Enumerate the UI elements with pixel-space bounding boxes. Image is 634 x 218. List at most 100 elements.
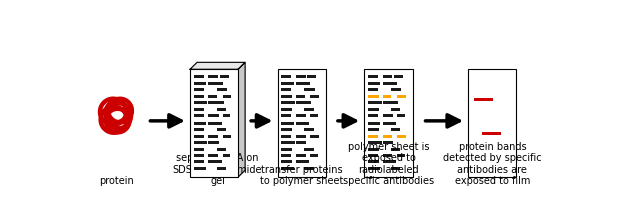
Bar (383, 101, 398, 104)
Bar (194, 75, 204, 78)
Bar (307, 75, 316, 78)
Bar (391, 88, 401, 91)
Bar (194, 122, 206, 125)
Bar (223, 154, 230, 157)
Bar (194, 114, 204, 117)
Bar (216, 148, 226, 151)
Bar (281, 122, 294, 125)
Bar (209, 122, 222, 125)
Bar (281, 135, 291, 138)
Bar (209, 160, 222, 164)
Bar (296, 154, 306, 157)
Bar (281, 148, 292, 151)
Bar (368, 82, 380, 85)
Bar (296, 101, 311, 104)
Bar (368, 95, 379, 98)
Bar (209, 114, 219, 117)
Bar (194, 141, 207, 144)
Bar (281, 82, 294, 85)
Bar (383, 122, 396, 125)
Bar (383, 135, 392, 138)
Bar (394, 75, 403, 78)
Bar (368, 160, 379, 164)
Bar (194, 167, 206, 170)
Bar (296, 160, 309, 164)
Bar (368, 148, 379, 151)
Bar (391, 128, 401, 131)
Bar (368, 128, 379, 131)
Bar (281, 75, 291, 78)
Bar (194, 82, 206, 85)
Bar (368, 167, 380, 170)
Bar (216, 167, 226, 170)
Bar (383, 114, 393, 117)
Bar (391, 108, 401, 111)
Bar (296, 95, 304, 98)
Bar (209, 82, 223, 85)
Bar (304, 128, 314, 131)
Text: transfer proteins
to polymer sheet: transfer proteins to polymer sheet (260, 165, 344, 186)
Bar (383, 154, 392, 157)
Bar (281, 108, 292, 111)
Bar (397, 114, 405, 117)
Bar (368, 114, 378, 117)
Polygon shape (238, 62, 245, 177)
Bar (281, 141, 295, 144)
Bar (368, 122, 380, 125)
Bar (310, 154, 318, 157)
Bar (391, 148, 401, 151)
Bar (216, 88, 227, 91)
Bar (209, 95, 217, 98)
Bar (397, 154, 405, 157)
Bar (368, 135, 378, 138)
Bar (383, 95, 391, 98)
Bar (194, 148, 205, 151)
Bar (368, 88, 378, 91)
Bar (209, 75, 218, 78)
Bar (296, 75, 306, 78)
Bar (281, 154, 291, 157)
Bar (469, 69, 516, 177)
Bar (310, 95, 319, 98)
Bar (368, 75, 378, 78)
Bar (281, 88, 291, 91)
Bar (281, 101, 295, 104)
Bar (474, 98, 493, 101)
Bar (383, 160, 396, 164)
Bar (304, 148, 314, 151)
Bar (278, 69, 326, 177)
Bar (383, 141, 393, 144)
Bar (194, 128, 205, 131)
Bar (281, 128, 292, 131)
Bar (304, 88, 314, 91)
Bar (310, 114, 318, 117)
Bar (220, 75, 228, 78)
Bar (391, 167, 401, 170)
Bar (223, 114, 230, 117)
Bar (216, 108, 226, 111)
Bar (209, 154, 218, 157)
Bar (296, 114, 306, 117)
Bar (383, 82, 397, 85)
Bar (281, 95, 292, 98)
Bar (216, 128, 226, 131)
Bar (397, 135, 406, 138)
Text: polymer sheet is
exposed to
radiolabeled
specific antibodies: polymer sheet is exposed to radiolabeled… (343, 141, 434, 186)
Bar (223, 135, 231, 138)
Bar (383, 75, 392, 78)
Bar (194, 135, 204, 138)
Bar (190, 69, 238, 177)
Bar (304, 108, 314, 111)
Bar (194, 108, 205, 111)
Bar (194, 160, 205, 164)
Bar (209, 135, 218, 138)
Bar (296, 82, 310, 85)
Bar (368, 108, 379, 111)
Text: protein bands
detected by specific
antibodies are
exposed to film: protein bands detected by specific antib… (443, 141, 541, 186)
Bar (194, 101, 207, 104)
Bar (397, 95, 406, 98)
Bar (194, 88, 204, 91)
Bar (281, 114, 291, 117)
Bar (296, 135, 306, 138)
Bar (194, 95, 205, 98)
